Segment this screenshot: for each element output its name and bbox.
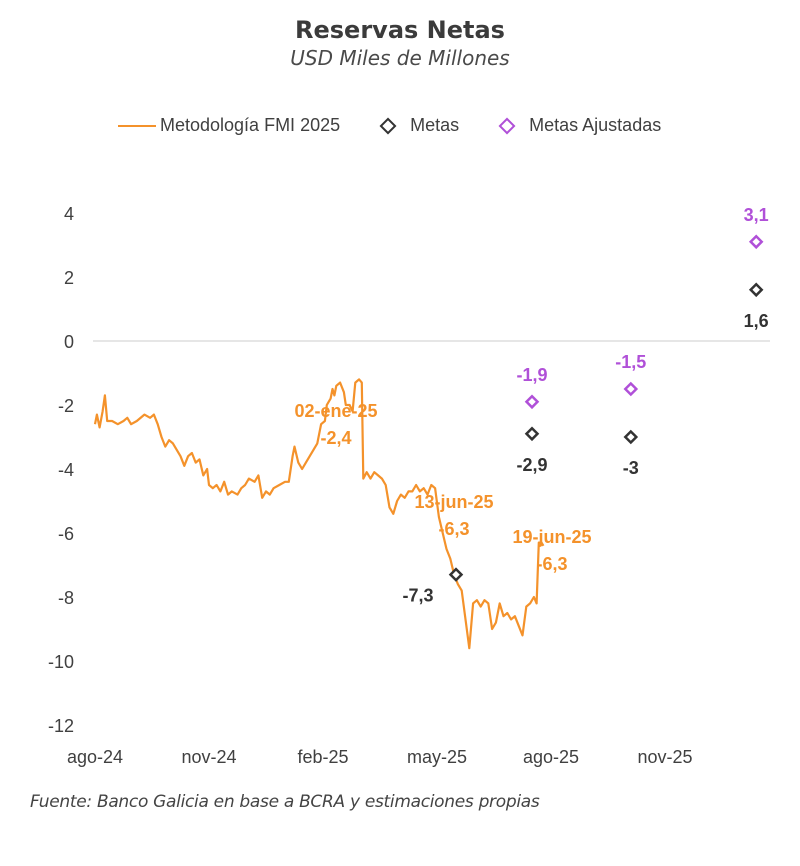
- annotation-label: -2,4: [320, 428, 351, 448]
- x-tick-label: nov-24: [181, 747, 236, 767]
- chart-title: Reservas Netas: [295, 16, 505, 44]
- meta-marker: [623, 429, 639, 445]
- legend-label-line: Metodología FMI 2025: [160, 115, 341, 135]
- x-tick-label: ago-25: [523, 747, 579, 767]
- legend-line-swatch: [118, 124, 156, 127]
- meta-data-label: -7,3: [402, 586, 433, 606]
- y-tick-label: -4: [58, 460, 74, 480]
- series-line-fmi-2025: [93, 378, 545, 650]
- meta-marker: [748, 282, 764, 298]
- legend-label-ajustadas: Metas Ajustadas: [529, 115, 662, 135]
- meta-marker: [448, 567, 464, 582]
- x-tick-label: feb-25: [297, 747, 348, 767]
- y-tick-label: 4: [64, 204, 74, 224]
- y-tick-label: -8: [58, 588, 74, 608]
- y-tick-label: -10: [48, 652, 74, 672]
- meta-data-label: -2,9: [516, 455, 547, 475]
- legend-item-line: Metodología FMI 2025: [118, 115, 340, 136]
- meta-ajustada-marker: [524, 394, 540, 410]
- chart-legend: Metodología FMI 2025 Metas Metas Ajustad…: [118, 115, 697, 136]
- annotation-label: 13-jun-25: [414, 492, 493, 512]
- legend-label-metas: Metas: [410, 115, 460, 135]
- y-tick-label: -12: [48, 716, 74, 736]
- meta-ajustada-data-label: -1,9: [516, 365, 547, 385]
- meta-ajustada-data-label: 3,1: [744, 205, 769, 225]
- chart-subtitle: USD Miles de Millones: [290, 46, 510, 70]
- x-tick-label: nov-25: [637, 747, 692, 767]
- y-tick-label: -6: [58, 524, 74, 544]
- legend-item-ajustadas: Metas Ajustadas: [495, 115, 661, 136]
- source-note: Fuente: Banco Galicia en base a BCRA y e…: [30, 792, 540, 812]
- meta-ajustada-marker: [623, 381, 639, 397]
- annotation-label: 02-ene-25: [294, 401, 377, 421]
- annotation-label: -6,3: [536, 554, 567, 574]
- meta-ajustada-data-label: -1,5: [615, 352, 646, 372]
- y-tick-label: 2: [64, 268, 74, 288]
- legend-item-metas: Metas: [376, 115, 459, 136]
- annotation-label: 19-jun-25: [512, 527, 591, 547]
- meta-data-label: 1,6: [744, 311, 769, 331]
- y-tick-label: 0: [64, 332, 74, 352]
- y-tick-label: -2: [58, 396, 74, 416]
- meta-marker: [524, 426, 540, 442]
- annotation-label: -6,3: [438, 519, 469, 539]
- meta-data-label: -3: [623, 458, 639, 478]
- x-tick-label: may-25: [407, 747, 467, 767]
- meta-ajustada-marker: [748, 234, 764, 250]
- x-tick-label: ago-24: [67, 747, 123, 767]
